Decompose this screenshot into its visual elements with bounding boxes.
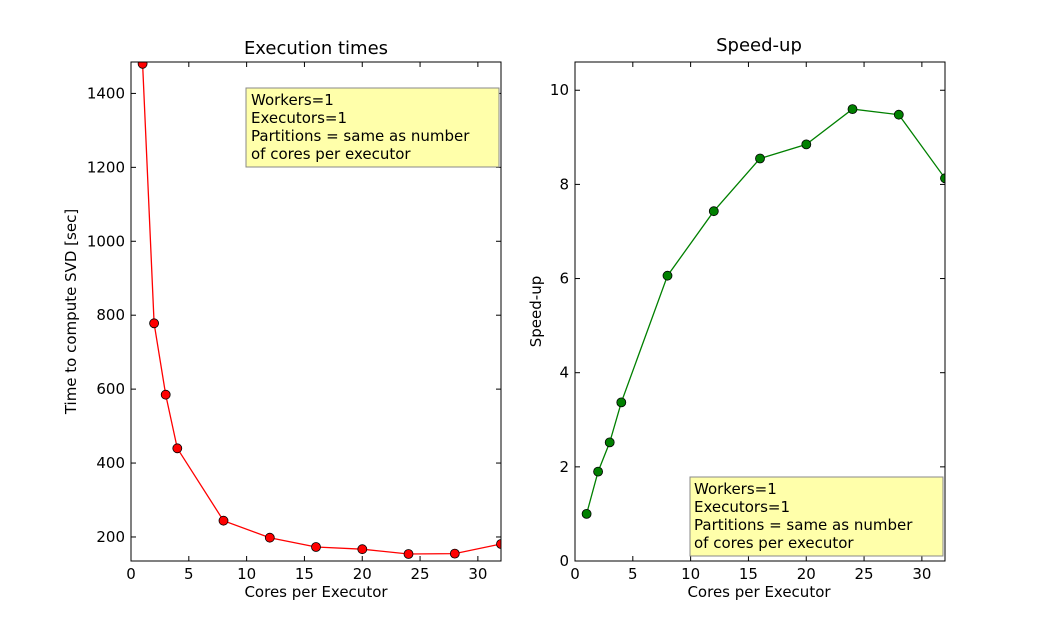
x-tick-label: 20 xyxy=(797,565,816,583)
x-axis-label: Cores per Executor xyxy=(244,583,388,601)
data-point xyxy=(581,509,592,519)
data-point xyxy=(311,542,321,552)
series-line xyxy=(585,108,945,515)
y-tick-label: 800 xyxy=(96,306,125,324)
data-point xyxy=(893,109,904,120)
y-tick-label: 4 xyxy=(559,364,569,382)
y-axis-label: Time to compute SVD [sec] xyxy=(62,209,80,415)
x-tick-label: 10 xyxy=(237,565,256,583)
execution-times-chart: Execution times 0 5 10 15 20 25 30 200 400 600 800… xyxy=(62,38,502,601)
annotation-box: Workers=1 Executors=1 Partitions = same … xyxy=(245,87,500,168)
y-axis-label: Speed-up xyxy=(527,276,545,347)
data-point xyxy=(616,397,627,408)
data-point xyxy=(357,544,368,555)
x-tick-label: 10 xyxy=(681,565,700,583)
data-point xyxy=(801,139,812,150)
plot-frame xyxy=(574,61,946,562)
annotation-line: Partitions = same as number xyxy=(251,127,470,145)
data-point xyxy=(149,318,160,329)
x-tick-label: 30 xyxy=(468,565,487,583)
x-tick-label: 5 xyxy=(628,565,638,583)
data-point xyxy=(593,466,603,477)
annotation-line: of cores per executor xyxy=(251,145,411,163)
annotation-background xyxy=(245,87,500,168)
annotation-line: of cores per executor xyxy=(694,534,854,552)
annotation-line: Partitions = same as number xyxy=(694,516,913,534)
speed-up-chart: Speed-up 0 5 10 15 20 25 30 0 2 4 6 8 10 Cores per E… xyxy=(527,35,946,601)
x-tick-label: 0 xyxy=(570,565,580,583)
data-point xyxy=(172,443,183,454)
chart-title: Execution times xyxy=(244,38,388,59)
annotation-box: Workers=1 Executors=1 Partitions = same … xyxy=(689,476,944,557)
y-tick-label: 600 xyxy=(96,380,125,398)
data-point xyxy=(708,206,719,217)
annotation-line: Executors=1 xyxy=(694,498,790,516)
x-axis-label: Cores per Executor xyxy=(687,583,831,601)
data-point xyxy=(604,437,615,448)
y-tick-label: 8 xyxy=(559,175,569,193)
x-tick-label: 15 xyxy=(295,565,314,583)
plot-marks xyxy=(581,104,945,519)
y-tick-label: 1000 xyxy=(87,232,125,250)
plot-frame xyxy=(130,61,502,562)
data-point xyxy=(940,173,945,184)
y-tick-label: 1200 xyxy=(87,158,125,176)
data-point xyxy=(218,515,229,526)
data-point xyxy=(755,153,765,164)
y-tick-label: 0 xyxy=(559,552,569,570)
x-tick-label: 25 xyxy=(855,565,874,583)
annotation-line: Executors=1 xyxy=(251,109,347,127)
data-point xyxy=(662,270,673,281)
y-tick-label: 2 xyxy=(559,458,569,476)
data-point xyxy=(449,548,460,559)
data-point xyxy=(403,549,414,559)
x-tick-label: 25 xyxy=(411,565,430,583)
x-tick-label: 0 xyxy=(126,565,136,583)
annotation-line: Workers=1 xyxy=(251,91,334,109)
y-tick-label: 200 xyxy=(96,528,125,546)
x-tick-label: 20 xyxy=(353,565,372,583)
annotation-background xyxy=(689,476,944,557)
annotation-line: Workers=1 xyxy=(694,480,777,498)
y-tick-label: 6 xyxy=(559,270,569,288)
y-tick-label: 1400 xyxy=(87,84,125,102)
x-tick-label: 30 xyxy=(912,565,931,583)
y-tick-label: 400 xyxy=(96,454,125,472)
plot-marks xyxy=(137,62,501,559)
x-tick-label: 15 xyxy=(739,565,758,583)
data-point xyxy=(137,62,148,69)
x-tick-label: 5 xyxy=(184,565,194,583)
tick-group: 0 5 10 15 20 25 30 200 400 600 800 1000 1200 1400 xyxy=(87,62,501,583)
chart-title: Speed-up xyxy=(716,35,802,56)
data-point xyxy=(264,532,275,543)
data-point xyxy=(847,104,858,114)
data-point xyxy=(160,389,171,400)
tick-group: 0 5 10 15 20 25 30 0 2 4 6 8 10 xyxy=(550,62,945,583)
data-point xyxy=(496,539,501,549)
y-tick-label: 10 xyxy=(550,81,569,99)
